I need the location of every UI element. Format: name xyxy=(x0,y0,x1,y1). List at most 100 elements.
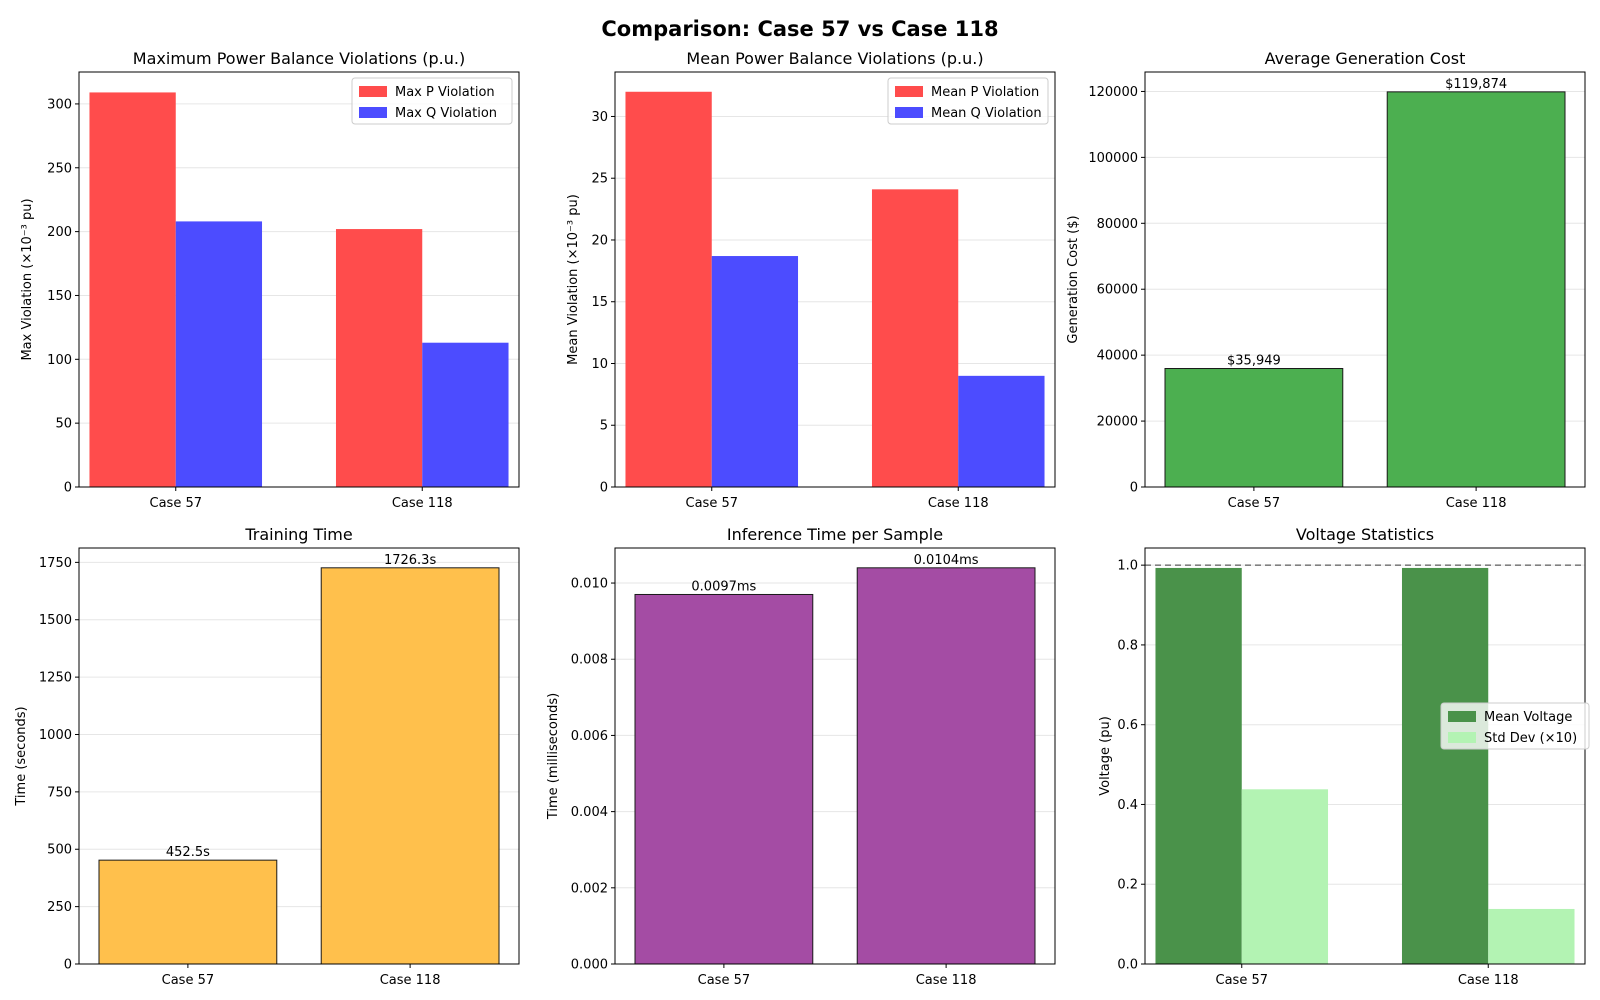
y-tick-label: 1.0 xyxy=(1117,559,1138,574)
data-label: 1726.3s xyxy=(384,553,436,568)
y-tick-label: 100000 xyxy=(1088,151,1138,166)
data-label: 0.0104ms xyxy=(914,553,979,568)
x-tick-label: Case 57 xyxy=(698,973,751,988)
x-tick-label: Case 118 xyxy=(1446,496,1507,511)
legend-label: Max P Violation xyxy=(395,85,495,100)
y-tick-label: 0.2 xyxy=(1117,878,1138,893)
x-tick-label: Case 57 xyxy=(162,973,215,988)
y-tick-label: 0.4 xyxy=(1117,798,1138,813)
y-tick-label: 1250 xyxy=(39,671,72,686)
chart-title: Maximum Power Balance Violations (p.u.) xyxy=(133,49,465,68)
y-tick-label: 1500 xyxy=(39,613,72,628)
chart-title: Inference Time per Sample xyxy=(727,525,943,544)
x-tick-label: Case 57 xyxy=(686,496,739,511)
x-tick-label: Case 118 xyxy=(392,496,453,511)
bar xyxy=(958,375,1045,487)
y-tick-label: 50 xyxy=(55,417,72,432)
legend-swatch xyxy=(1448,711,1476,722)
legend-box xyxy=(1440,702,1590,750)
legend-label: Mean Voltage xyxy=(1484,710,1572,725)
bar xyxy=(1164,368,1344,488)
chart-panel-4: 452.5s 1726.3s Case 57 Case 118 0 250 500 750 10… xyxy=(14,525,520,988)
y-tick-label: 100 xyxy=(47,353,72,368)
y-axis-label: Time (milliseconds) xyxy=(546,693,561,820)
y-tick-label: 0.8 xyxy=(1117,638,1138,653)
legend-label: Mean Q Violation xyxy=(931,106,1042,121)
y-tick-label: 250 xyxy=(47,161,72,176)
chart-panel-3: $35,949 $119,874 Case 57 Case 118 0 20000 4000… xyxy=(1066,49,1586,511)
y-tick-label: 0 xyxy=(600,481,608,496)
x-tick-label: Case 118 xyxy=(928,496,989,511)
data-label: $119,874 xyxy=(1445,77,1507,92)
y-tick-label: 0.002 xyxy=(571,881,608,896)
x-tick-label: Case 118 xyxy=(380,973,441,988)
y-tick-label: 20 xyxy=(591,233,608,248)
x-tick-label: Case 118 xyxy=(1458,973,1519,988)
chart-panel-5: 0.0097ms 0.0104ms Case 57 Case 118 0.000 0.00… xyxy=(546,525,1056,988)
axes-frame xyxy=(1144,71,1586,488)
legend-swatch xyxy=(1448,732,1476,743)
legend-swatch xyxy=(895,86,923,97)
bar xyxy=(1488,908,1575,964)
data-label: 452.5s xyxy=(166,845,210,860)
legend-box xyxy=(351,77,513,125)
y-tick-label: 500 xyxy=(47,843,72,858)
axes-frame xyxy=(78,547,520,965)
bar xyxy=(1241,789,1329,964)
legend: Max P Violation Max Q Violation xyxy=(351,77,513,125)
y-tick-label: 5 xyxy=(600,419,608,434)
y-tick-label: 150 xyxy=(47,289,72,304)
y-tick-label: 1750 xyxy=(39,556,72,571)
y-axis-label: Mean Violation (×10⁻³ pu) xyxy=(566,194,581,365)
bar xyxy=(422,342,509,487)
y-axis-label: Voltage (pu) xyxy=(1098,716,1113,796)
y-tick-label: 80000 xyxy=(1097,217,1138,232)
x-tick-label: Case 57 xyxy=(150,496,203,511)
y-tick-label: 0 xyxy=(1130,481,1138,496)
y-tick-label: 120000 xyxy=(1088,85,1138,100)
legend: Mean P Violation Mean Q Violation xyxy=(887,77,1049,125)
y-tick-label: 1000 xyxy=(39,728,72,743)
legend-swatch xyxy=(359,86,387,97)
data-label: 0.0097ms xyxy=(691,579,756,594)
y-tick-label: 15 xyxy=(591,295,608,310)
y-tick-label: 300 xyxy=(47,97,72,112)
x-tick-label: Case 57 xyxy=(1216,973,1269,988)
axes-frame xyxy=(614,71,1056,488)
y-tick-label: 40000 xyxy=(1097,349,1138,364)
bar xyxy=(711,256,799,487)
chart-title: Voltage Statistics xyxy=(1296,525,1434,544)
y-tick-label: 0.006 xyxy=(571,729,608,744)
chart-panel-6: Case 57 Case 118 0.0 0.2 0.4 0.6 0.8 1.0 Voltage… xyxy=(1098,525,1590,988)
y-axis-label: Generation Cost ($) xyxy=(1066,215,1081,343)
bar xyxy=(1386,91,1566,488)
y-tick-label: 0.004 xyxy=(571,805,608,820)
y-axis-label: Time (seconds) xyxy=(14,706,29,806)
axes-frame xyxy=(614,547,1056,965)
figure-title: Comparison: Case 57 vs Case 118 xyxy=(601,17,998,41)
chart-title: Average Generation Cost xyxy=(1265,49,1466,68)
chart-panel-2: Case 57 Case 118 0 5 10 15 20 25 30 Mean Power Ba… xyxy=(566,49,1056,511)
chart-title: Mean Power Balance Violations (p.u.) xyxy=(686,49,983,68)
x-tick-label: Case 57 xyxy=(1228,496,1281,511)
bar xyxy=(1401,567,1489,964)
bar xyxy=(634,593,814,965)
y-tick-label: 0 xyxy=(64,958,72,973)
bar xyxy=(871,189,959,487)
legend-swatch xyxy=(895,107,923,118)
axes-frame xyxy=(78,71,520,488)
bar xyxy=(335,229,423,488)
bar xyxy=(1155,567,1242,964)
y-tick-label: 30 xyxy=(591,110,608,125)
y-tick-label: 20000 xyxy=(1097,415,1138,430)
chart-panel-1: Case 57 Case 118 0 50 100 150 200 250 300 Maximum… xyxy=(20,49,520,511)
bar xyxy=(89,92,176,487)
y-axis-label: Max Violation (×10⁻³ pu) xyxy=(20,198,35,360)
y-tick-label: 0 xyxy=(64,481,72,496)
bar xyxy=(320,567,500,965)
y-tick-label: 0.0 xyxy=(1117,958,1138,973)
legend: Mean Voltage Std Dev (×10) xyxy=(1440,702,1590,750)
y-tick-label: 200 xyxy=(47,225,72,240)
y-tick-label: 10 xyxy=(591,357,608,372)
